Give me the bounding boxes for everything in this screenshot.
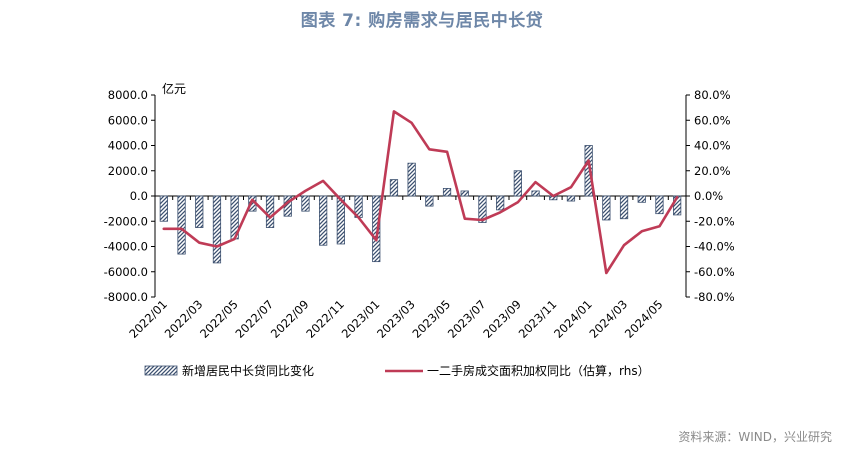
x-tick-label: 2022/05 [197, 297, 241, 341]
x-tick-label: 2022/03 [162, 297, 206, 341]
left-tick-label: 2000.0 [108, 164, 148, 178]
legend-label-bar: 新增居民中长贷同比变化 [182, 363, 314, 378]
x-tick-label: 2022/11 [303, 297, 347, 341]
bar [513, 170, 522, 197]
bar [566, 195, 576, 202]
right-tick-label: -20.0% [694, 214, 735, 228]
legend-label-line: 一二手房成交面积加权同比（估算，rhs） [427, 363, 650, 378]
legend: 新增居民中长贷同比变化 一二手房成交面积加权同比（估算，rhs） [144, 363, 650, 378]
left-tick-label: 4000.0 [108, 139, 148, 153]
left-tick-label: -4000.0 [104, 240, 148, 254]
chart-title: 图表 7: 购房需求与居民中长贷 [300, 11, 544, 31]
left-tick-label: 8000.0 [108, 88, 148, 102]
bar [602, 195, 611, 221]
left-tick-label: -6000.0 [104, 265, 148, 279]
x-tick-label: 2022/07 [232, 297, 276, 341]
bar [531, 190, 540, 197]
bar [195, 195, 204, 228]
legend-swatch-bar [144, 365, 178, 376]
x-tick-label: 2024/03 [586, 297, 630, 341]
series-line [162, 110, 679, 275]
bar [584, 145, 593, 197]
left-tick-label: 6000.0 [108, 113, 148, 127]
x-tick-label: 2023/11 [516, 297, 560, 341]
source-note: 资料来源：WIND，兴业研究 [678, 430, 832, 444]
x-tick-label: 2022/09 [268, 297, 312, 341]
x-tick-label: 2024/01 [551, 297, 595, 341]
right-tick-label: 80.0% [694, 88, 731, 102]
bar [301, 195, 310, 212]
x-tick-label: 2024/05 [622, 297, 666, 341]
bar [496, 195, 505, 211]
right-tick-label: -40.0% [694, 240, 735, 254]
right-tick-label: 0.0% [694, 189, 723, 203]
x-tick-label: 2023/05 [409, 297, 453, 341]
bar [177, 195, 186, 255]
x-tick-label: 2023/07 [445, 297, 489, 341]
left-tick-label: -8000.0 [104, 290, 148, 304]
bar [159, 195, 168, 222]
bar [619, 195, 629, 220]
x-tick-label: 2023/01 [339, 297, 383, 341]
bar [442, 188, 452, 197]
bar [637, 195, 646, 203]
left-tick-label: -2000.0 [104, 214, 148, 228]
left-axis-unit: 亿元 [162, 81, 186, 96]
bar [655, 195, 664, 215]
bar [425, 195, 434, 207]
right-tick-label: -60.0% [694, 265, 735, 279]
bar [372, 195, 381, 263]
x-tick-label: 2023/09 [480, 297, 524, 341]
right-tick-label: 40.0% [694, 139, 731, 153]
bar-series [159, 145, 682, 264]
bar [319, 195, 328, 246]
x-tick-label: 2023/03 [374, 297, 418, 341]
right-tick-label: 60.0% [694, 113, 731, 127]
right-tick-label: 20.0% [694, 164, 731, 178]
axes [151, 94, 690, 298]
bar [460, 190, 469, 197]
right-tick-label: -80.0% [694, 290, 735, 304]
left-tick-label: 0.0 [130, 189, 148, 203]
bar [478, 195, 487, 223]
bar [407, 162, 416, 197]
bar [336, 195, 345, 245]
line-series [162, 110, 679, 275]
bar [389, 179, 399, 197]
bar [265, 195, 275, 228]
bar [212, 195, 222, 264]
